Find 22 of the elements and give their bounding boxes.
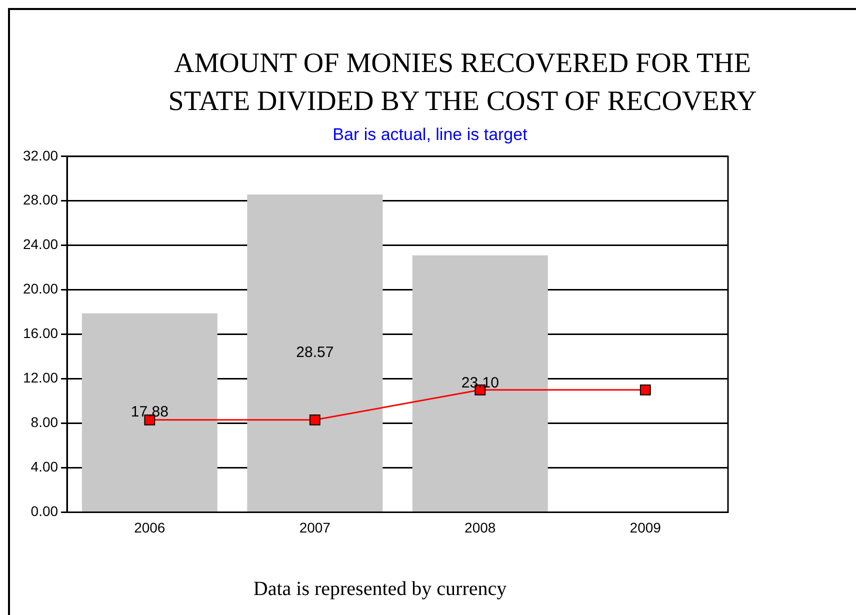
x-tick-label: 2007 xyxy=(299,519,331,536)
bar xyxy=(412,255,548,512)
chart-subtitle: Bar is actual, line is target xyxy=(332,125,528,145)
bar xyxy=(247,194,383,512)
x-tick-label: 2008 xyxy=(464,519,496,536)
y-tick-label: 20.00 xyxy=(22,280,58,297)
data-label: 28.57 xyxy=(296,344,334,362)
x-tick-label: 2006 xyxy=(134,519,166,536)
text: Data is represented by currency xyxy=(252,578,508,601)
y-tick-label: 0.00 xyxy=(30,503,58,520)
data-label: 23.10 xyxy=(461,374,499,392)
y-tick-label: 28.00 xyxy=(22,192,58,208)
y-tick-label: 32.00 xyxy=(22,147,58,164)
y-tick-label: 24.00 xyxy=(22,236,58,252)
chart-title: AMOUNT OF MONIES RECOVERED FOR THE STATE DIVIDED BY THE COST OF RECOVERY xyxy=(167,47,758,119)
data-label: 17.88 xyxy=(130,404,168,421)
bar xyxy=(82,313,218,512)
y-tick-label: 12.00 xyxy=(22,370,58,386)
y-tick-label: 4.00 xyxy=(30,458,58,475)
y-tick-label: 16.00 xyxy=(22,325,58,342)
y-tick-label: 8.00 xyxy=(30,414,58,430)
x-tick-label: 2009 xyxy=(630,519,662,536)
